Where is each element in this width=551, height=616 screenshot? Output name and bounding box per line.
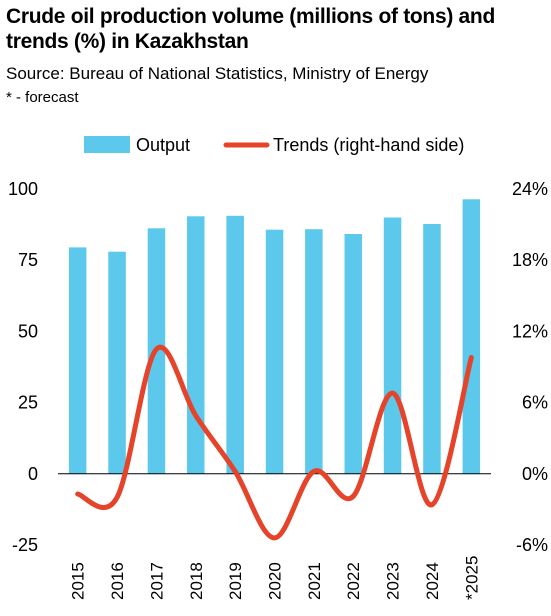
line-series-trends xyxy=(75,344,474,541)
right-y-axis: -6% 0% 6% 12% 18% 24% xyxy=(512,179,548,555)
legend-swatch-output xyxy=(84,136,130,153)
y-right-tick-label: -6% xyxy=(516,535,548,555)
bar-output-2022 xyxy=(344,234,362,474)
x-tick-label: 2016 xyxy=(108,562,127,600)
x-tick-label: 2022 xyxy=(344,562,363,600)
bar-output-2016 xyxy=(108,251,126,474)
x-tick-label: 2024 xyxy=(423,562,442,600)
bar-output-2025 xyxy=(462,199,481,474)
y-left-tick-label: 50 xyxy=(18,321,38,341)
x-tick-label: 2020 xyxy=(266,562,285,600)
bar-output-2019 xyxy=(226,215,244,474)
x-tick-labels: 2015 2016 2017 2018 2019 2020 2021 2022 2023 2024… xyxy=(69,556,482,600)
trend-line xyxy=(75,344,474,541)
x-tick-label: 2017 xyxy=(147,562,166,600)
y-right-tick-label: 0% xyxy=(522,464,548,484)
x-tick-label: *2025 xyxy=(462,556,481,600)
left-y-axis: -25 0 25 50 75 100 xyxy=(8,179,38,555)
x-tick-label: 2018 xyxy=(187,562,206,600)
forecast-note: * - forecast xyxy=(6,89,79,106)
y-left-tick-label: 100 xyxy=(8,179,38,199)
y-right-tick-label: 6% xyxy=(522,393,548,413)
legend-label-output: Output xyxy=(136,135,190,155)
y-left-tick-label: 75 xyxy=(18,250,38,270)
y-right-tick-label: 24% xyxy=(512,179,548,199)
bar-output-2023 xyxy=(383,217,402,474)
bar-output-2024 xyxy=(423,224,441,474)
x-tick-label: 2019 xyxy=(226,562,245,600)
legend: Output Trends (right-hand side) xyxy=(84,135,464,155)
x-tick-label: 2023 xyxy=(384,562,403,600)
y-right-tick-label: 18% xyxy=(512,250,548,270)
bar-output-2020 xyxy=(265,229,284,474)
y-left-tick-label: 0 xyxy=(28,464,38,484)
y-right-tick-label: 12% xyxy=(512,321,548,341)
chart-title: Crude oil production volume (millions of… xyxy=(6,5,495,53)
y-left-tick-label: 25 xyxy=(18,393,38,413)
bar-series-output xyxy=(68,199,481,474)
bar-output-2015 xyxy=(68,247,87,474)
x-tick-label: 2015 xyxy=(69,562,88,600)
legend-label-trends: Trends (right-hand side) xyxy=(273,135,464,155)
chart-subtitle: Source: Bureau of National Statistics, M… xyxy=(6,64,429,83)
bar-output-2021 xyxy=(305,229,323,474)
y-left-tick-label: -25 xyxy=(12,535,38,555)
x-tick-label: 2021 xyxy=(305,562,324,600)
bar-output-2018 xyxy=(187,216,205,474)
